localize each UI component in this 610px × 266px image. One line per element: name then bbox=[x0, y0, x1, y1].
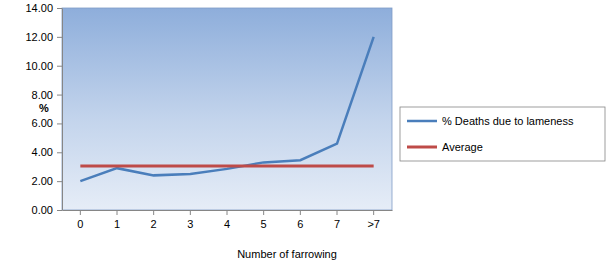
plot-area bbox=[62, 8, 392, 210]
x-tick: 1 bbox=[114, 210, 120, 230]
y-tick-mark bbox=[57, 8, 62, 9]
y-tick-label: 6.00 bbox=[32, 117, 53, 129]
x-tick-mark bbox=[337, 210, 338, 215]
x-tick-label: 2 bbox=[151, 218, 157, 230]
x-tick-mark bbox=[190, 210, 191, 215]
y-tick: 14.00 bbox=[25, 2, 62, 14]
x-tick: 5 bbox=[261, 210, 267, 230]
legend-swatch bbox=[407, 120, 437, 123]
x-tick: 3 bbox=[187, 210, 193, 230]
x-tick-mark bbox=[373, 210, 374, 215]
y-tick-label: 0.00 bbox=[32, 204, 53, 216]
x-tick-mark bbox=[227, 210, 228, 215]
chart: 0.00 2.00 4.00 6.00 8.00 10.00 12.00 14.00 0 1 2 3 4… bbox=[0, 0, 610, 266]
y-tick: 4.00 bbox=[32, 146, 62, 158]
y-tick-mark bbox=[57, 95, 62, 96]
y-tick-label: 2.00 bbox=[32, 175, 53, 187]
x-tick: 7 bbox=[334, 210, 340, 230]
series-line bbox=[80, 37, 373, 181]
y-tick-label: 14.00 bbox=[25, 2, 53, 14]
y-tick: 8.00 bbox=[32, 89, 62, 101]
y-axis: 0.00 2.00 4.00 6.00 8.00 10.00 12.00 14.00 bbox=[25, 2, 62, 216]
legend-label: % Deaths due to lameness bbox=[442, 115, 574, 127]
y-tick-mark bbox=[57, 37, 62, 38]
y-tick-mark bbox=[57, 123, 62, 124]
y-tick: 10.00 bbox=[25, 60, 62, 72]
x-axis-title: Number of farrowing bbox=[237, 248, 337, 260]
y-tick: 6.00 bbox=[32, 117, 62, 129]
x-tick: 4 bbox=[224, 210, 230, 230]
y-axis-title: % bbox=[39, 102, 49, 114]
x-tick-label: 4 bbox=[224, 218, 230, 230]
y-tick-label: 4.00 bbox=[32, 146, 53, 158]
x-tick-label: 1 bbox=[114, 218, 120, 230]
y-tick-label: 12.00 bbox=[25, 31, 53, 43]
y-tick: 12.00 bbox=[25, 31, 62, 43]
x-tick-mark bbox=[300, 210, 301, 215]
x-tick-label: 6 bbox=[297, 218, 303, 230]
y-tick-mark bbox=[57, 210, 62, 211]
x-tick-label: 7 bbox=[334, 218, 340, 230]
legend-box bbox=[400, 107, 605, 161]
x-tick: 0 bbox=[77, 210, 83, 230]
y-tick-mark bbox=[57, 152, 62, 153]
legend-swatch bbox=[407, 146, 437, 149]
x-tick: 6 bbox=[297, 210, 303, 230]
x-tick: 2 bbox=[151, 210, 157, 230]
legend-label: Average bbox=[442, 141, 483, 153]
y-tick-mark bbox=[57, 181, 62, 182]
y-tick-mark bbox=[57, 66, 62, 67]
x-tick-mark bbox=[80, 210, 81, 215]
x-tick: >7 bbox=[367, 210, 380, 230]
y-tick-label: 8.00 bbox=[32, 89, 53, 101]
y-tick: 0.00 bbox=[32, 204, 62, 216]
x-tick-label: 3 bbox=[187, 218, 193, 230]
x-tick-label: 0 bbox=[77, 218, 83, 230]
y-tick-label: 10.00 bbox=[25, 60, 53, 72]
x-tick-label: >7 bbox=[367, 218, 380, 230]
x-tick-label: 5 bbox=[261, 218, 267, 230]
x-tick-mark bbox=[153, 210, 154, 215]
y-tick: 2.00 bbox=[32, 175, 62, 187]
x-tick-mark bbox=[263, 210, 264, 215]
y-axis-line bbox=[62, 9, 63, 211]
x-axis: 0 1 2 3 4 5 6 7 >7 bbox=[63, 210, 393, 230]
series-line bbox=[80, 164, 373, 167]
legend: % Deaths due to lameness Average bbox=[400, 107, 605, 161]
lines bbox=[80, 37, 373, 181]
x-tick-mark bbox=[117, 210, 118, 215]
